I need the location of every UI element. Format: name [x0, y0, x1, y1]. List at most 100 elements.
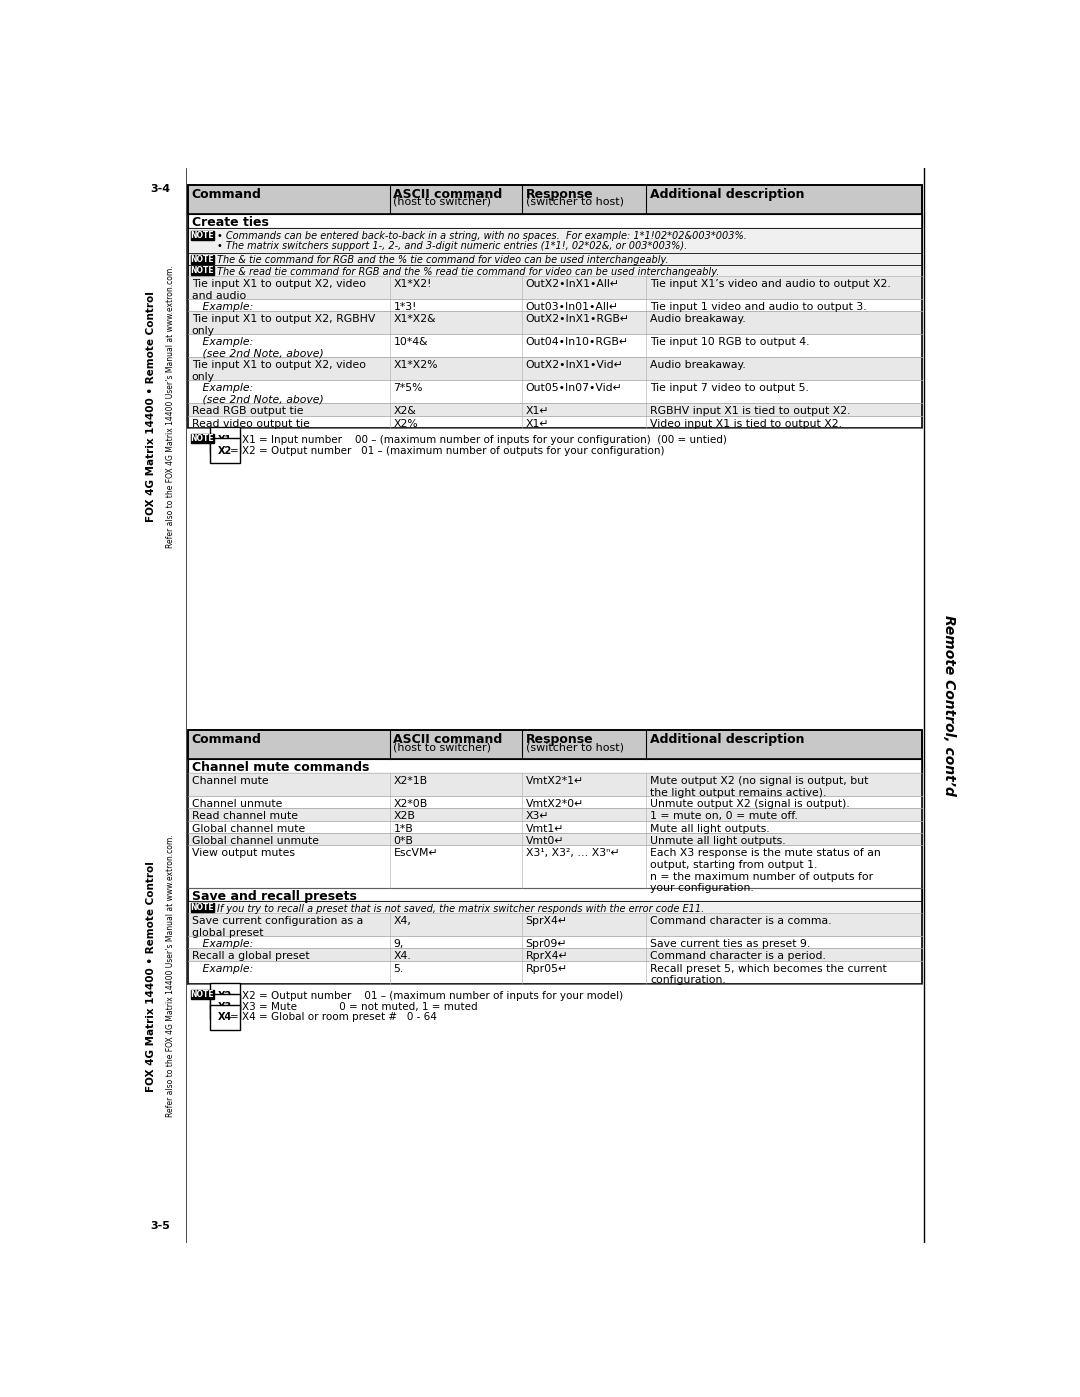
Text: FOX 4G Matrix 14400 • Remote Control: FOX 4G Matrix 14400 • Remote Control — [146, 861, 156, 1091]
Text: Example:
   (see 2nd Note, above): Example: (see 2nd Note, above) — [191, 337, 323, 359]
Text: X2%: X2% — [393, 419, 418, 429]
Text: Audio breakaway.: Audio breakaway. — [650, 360, 746, 370]
Text: Refer also to the FOX 4G Matrix 14400 User’s Manual at www.extron.com.: Refer also to the FOX 4G Matrix 14400 Us… — [166, 835, 175, 1118]
Text: Rpr05↵: Rpr05↵ — [526, 964, 568, 974]
Text: Recall a global preset: Recall a global preset — [191, 951, 309, 961]
Text: 1*3!: 1*3! — [393, 302, 417, 313]
Text: NOTE: NOTE — [190, 231, 214, 240]
Text: 0*B: 0*B — [393, 835, 414, 847]
Bar — [924, 168, 972, 1243]
Text: Read channel mute: Read channel mute — [191, 812, 298, 821]
Bar — [188, 759, 921, 773]
Bar — [188, 277, 921, 299]
Text: X4.: X4. — [393, 951, 411, 961]
Text: NOTE: NOTE — [190, 254, 214, 264]
Text: RGBHV input X1 is tied to output X2.: RGBHV input X1 is tied to output X2. — [650, 407, 851, 416]
Text: Example:: Example: — [191, 964, 253, 974]
Text: X2B: X2B — [393, 812, 416, 821]
Text: X2*0B: X2*0B — [393, 799, 428, 809]
Text: If you try to recall a preset that is not saved, the matrix switcher responds wi: If you try to recall a preset that is no… — [217, 904, 704, 914]
Text: 3-4: 3-4 — [150, 184, 171, 194]
Text: Save current configuration as a
global preset: Save current configuration as a global p… — [191, 916, 363, 937]
Text: Response: Response — [526, 733, 593, 746]
Text: NOTE: NOTE — [190, 990, 214, 999]
Text: Save and recall presets: Save and recall presets — [191, 890, 356, 902]
Text: Command: Command — [191, 733, 261, 746]
Text: X1*X2&: X1*X2& — [393, 314, 436, 324]
Bar — [188, 334, 921, 358]
Text: = X3 = Mute             0 = not muted, 1 = muted: = X3 = Mute 0 = not muted, 1 = muted — [230, 1002, 478, 1011]
Text: Read RGB output tie: Read RGB output tie — [191, 407, 303, 416]
Text: The & read tie command for RGB and the % read tie command for video can be used : The & read tie command for RGB and the %… — [217, 267, 719, 277]
Text: Mute all light outputs.: Mute all light outputs. — [650, 824, 770, 834]
Text: ASCII command: ASCII command — [393, 733, 502, 746]
Bar — [191, 231, 214, 240]
Bar — [188, 914, 921, 936]
Bar — [191, 902, 214, 912]
Bar — [188, 773, 921, 796]
Text: Audio breakaway.: Audio breakaway. — [650, 314, 746, 324]
Text: X2*1B: X2*1B — [393, 775, 428, 787]
Bar — [191, 267, 214, 275]
Text: Read video output tie: Read video output tie — [191, 419, 310, 429]
Bar — [188, 312, 921, 334]
Bar — [191, 434, 214, 443]
Text: EscVM↵: EscVM↵ — [393, 848, 438, 858]
Bar — [191, 990, 214, 999]
Text: 5.: 5. — [393, 964, 404, 974]
Bar — [188, 358, 921, 380]
Text: Mute output X2 (no signal is output, but
the light output remains active).: Mute output X2 (no signal is output, but… — [650, 775, 868, 798]
Text: FOX 4G Matrix 14400 • Remote Control: FOX 4G Matrix 14400 • Remote Control — [146, 291, 156, 521]
Text: (host to switcher): (host to switcher) — [393, 197, 491, 207]
Text: = X1 = Input number    00 – (maximum number of inputs for your configuration)  (: = X1 = Input number 00 – (maximum number… — [230, 434, 727, 444]
Bar — [188, 961, 921, 983]
Text: Tie input 7 video to output 5.: Tie input 7 video to output 5. — [650, 383, 809, 393]
Bar — [188, 299, 921, 312]
Text: 7*5%: 7*5% — [393, 383, 423, 393]
Text: • Commands can be entered back-to-back in a string, with no spaces.  For example: • Commands can be entered back-to-back i… — [217, 231, 747, 240]
Text: Command: Command — [191, 187, 261, 201]
Text: X2: X2 — [218, 446, 232, 455]
Text: NOTE: NOTE — [190, 902, 214, 912]
Text: Video input X1 is tied to output X2.: Video input X1 is tied to output X2. — [650, 419, 842, 429]
Bar — [188, 936, 921, 949]
Text: X1↵: X1↵ — [526, 407, 549, 416]
Text: Channel mute commands: Channel mute commands — [191, 761, 369, 774]
Text: OutX2•InX1•RGB↵: OutX2•InX1•RGB↵ — [526, 314, 630, 324]
Text: NOTE: NOTE — [190, 434, 214, 443]
Text: Global channel unmute: Global channel unmute — [191, 835, 319, 847]
Text: X2&: X2& — [393, 407, 416, 416]
Text: Save current ties as preset 9.: Save current ties as preset 9. — [650, 939, 810, 949]
Text: X1*X2%: X1*X2% — [393, 360, 437, 370]
Bar — [188, 264, 921, 277]
Text: Global channel mute: Global channel mute — [191, 824, 305, 834]
Text: Refer also to the FOX 4G Matrix 14400 User’s Manual at www.extron.com.: Refer also to the FOX 4G Matrix 14400 Us… — [166, 265, 175, 548]
Text: Create ties: Create ties — [191, 217, 269, 229]
Text: = X2 = Output number    01 – (maximum number of inputs for your model): = X2 = Output number 01 – (maximum numbe… — [230, 990, 623, 1000]
Text: Vmt0↵: Vmt0↵ — [526, 835, 564, 847]
Text: (switcher to host): (switcher to host) — [526, 197, 623, 207]
Text: X2: X2 — [218, 990, 232, 1000]
Text: Channel mute: Channel mute — [191, 775, 268, 787]
Text: = X2 = Output number   01 – (maximum number of outputs for your configuration): = X2 = Output number 01 – (maximum numbe… — [230, 446, 665, 455]
Text: View output mutes: View output mutes — [191, 848, 295, 858]
Text: VmtX2*1↵: VmtX2*1↵ — [526, 775, 583, 787]
Text: X3: X3 — [218, 1002, 232, 1011]
Text: Example:: Example: — [191, 302, 253, 313]
Text: Out04•In10•RGB↵: Out04•In10•RGB↵ — [526, 337, 629, 346]
Text: Each X3 response is the mute status of an
output, starting from output 1.
n = th: Each X3 response is the mute status of a… — [650, 848, 881, 893]
Text: 9,: 9, — [393, 939, 404, 949]
Text: X3¹, X3², … X3ⁿ↵: X3¹, X3², … X3ⁿ↵ — [526, 848, 619, 858]
Text: X1*X2!: X1*X2! — [393, 279, 432, 289]
Text: RprX4↵: RprX4↵ — [526, 951, 568, 961]
Bar — [188, 253, 921, 264]
Text: The & tie command for RGB and the % tie command for video can be used interchang: The & tie command for RGB and the % tie … — [217, 256, 669, 265]
Bar — [188, 949, 921, 961]
Text: Out03•In01•All↵: Out03•In01•All↵ — [526, 302, 619, 313]
Text: X1↵: X1↵ — [526, 419, 549, 429]
Bar — [188, 796, 921, 809]
Text: X4: X4 — [218, 1013, 232, 1023]
Text: 1*B: 1*B — [393, 824, 414, 834]
Bar — [188, 901, 921, 914]
Bar — [188, 729, 921, 983]
